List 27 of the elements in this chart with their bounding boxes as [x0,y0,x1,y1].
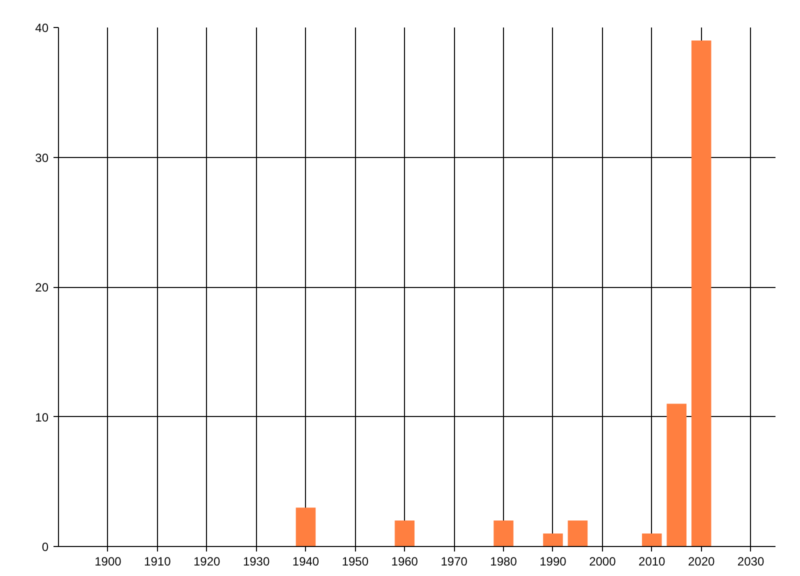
x-tick-label: 1910 [144,554,172,568]
x-tick-label: 2010 [638,554,666,568]
x-tick-label: 1900 [94,554,122,568]
x-tick-label: 2030 [737,554,764,568]
y-tick-label: 30 [35,150,49,165]
x-tick-label: 1990 [540,554,567,568]
bar [691,40,712,546]
x-tick-label: 1960 [391,554,418,568]
y-tick-label: 0 [42,540,49,554]
x-tick-label: 1970 [440,554,468,568]
y-tick-label: 10 [35,410,49,424]
x-tick-label: 2000 [589,554,616,568]
bar [543,534,563,546]
x-tick-label: 2020 [688,554,715,568]
bar [296,508,316,546]
bar [494,520,514,546]
y-tick-label: 20 [35,280,49,294]
bar [394,520,415,546]
bar [642,534,662,546]
bar [666,404,686,546]
x-tick-label: 1980 [490,554,518,568]
x-tick-label: 1940 [292,554,320,568]
x-tick-label: 1950 [342,554,369,568]
bar [568,520,588,546]
x-tick-label: 1920 [193,554,221,568]
y-tick-label: 40 [35,21,49,35]
x-tick-label: 1930 [242,554,270,568]
